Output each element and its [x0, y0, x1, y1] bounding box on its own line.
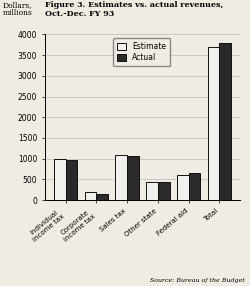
Text: Figure 3. Estimates vs. actual revenues,: Figure 3. Estimates vs. actual revenues,: [45, 1, 223, 9]
Bar: [116, 154, 127, 200]
Bar: [127, 156, 139, 200]
Text: Dollars,: Dollars,: [2, 1, 32, 9]
Bar: [85, 192, 96, 200]
Bar: [177, 175, 189, 200]
Bar: [96, 194, 108, 200]
Bar: [158, 182, 170, 200]
Bar: [220, 43, 231, 200]
Bar: [54, 159, 66, 200]
Legend: Estimate, Actual: Estimate, Actual: [113, 38, 170, 66]
Bar: [146, 182, 158, 200]
Text: Source: Bureau of the Budget: Source: Bureau of the Budget: [150, 278, 245, 283]
Bar: [208, 47, 220, 200]
Text: millions: millions: [2, 9, 32, 17]
Text: Oct.-Dec. FY 93: Oct.-Dec. FY 93: [45, 10, 114, 18]
Bar: [189, 173, 200, 200]
Bar: [66, 160, 77, 200]
